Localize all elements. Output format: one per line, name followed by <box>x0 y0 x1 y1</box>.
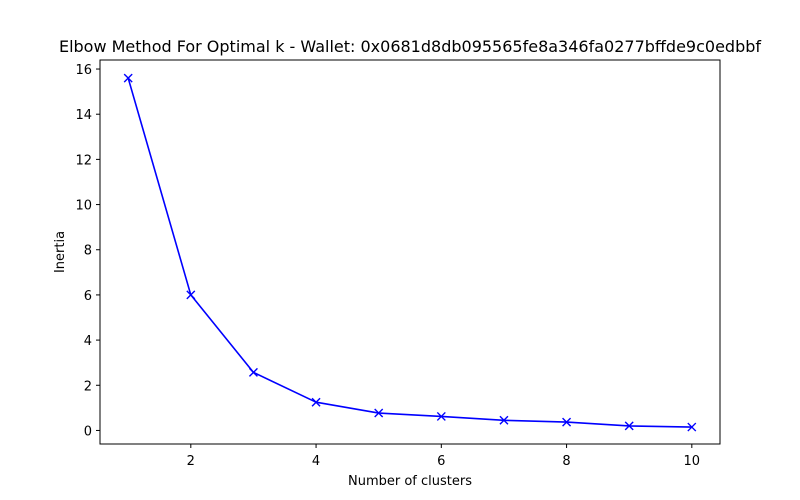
x-tick-label: 2 <box>187 454 195 469</box>
data-point-marker <box>311 397 321 407</box>
data-point-marker <box>123 73 133 83</box>
series-line <box>127 77 692 428</box>
y-tick-label: 14 <box>75 108 92 123</box>
y-tick-label: 4 <box>84 334 92 349</box>
x-tick-label: 6 <box>437 454 445 469</box>
data-point-marker <box>624 421 634 431</box>
data-point-marker <box>562 417 572 427</box>
x-tick-label: 8 <box>562 454 570 469</box>
y-tick-label: 10 <box>75 199 92 214</box>
plot-area-frame <box>99 59 721 445</box>
x-tick-label: 4 <box>312 454 320 469</box>
data-point-marker <box>436 411 446 421</box>
data-point-marker <box>687 422 697 432</box>
y-axis-ticks: 0 2 4 6 8 10 12 14 16 <box>75 63 100 439</box>
y-tick-label: 16 <box>75 63 92 78</box>
data-point-marker <box>374 408 384 418</box>
y-tick-label: 12 <box>75 153 92 168</box>
y-tick-label: 2 <box>84 379 92 394</box>
y-tick-label: 0 <box>84 424 92 439</box>
x-axis-ticks: 2 4 6 8 10 <box>187 444 700 469</box>
y-axis-label: Inertia <box>53 231 68 273</box>
data-point-marker <box>248 367 258 377</box>
chart-title: Elbow Method For Optimal k - Wallet: 0x0… <box>59 37 761 56</box>
x-tick-label: 10 <box>684 454 701 469</box>
series-layer <box>123 73 697 432</box>
x-axis-label: Number of clusters <box>348 474 472 489</box>
data-point-marker <box>186 290 196 300</box>
y-tick-label: 8 <box>84 244 92 259</box>
y-tick-label: 6 <box>84 289 92 304</box>
data-point-marker <box>499 415 509 425</box>
